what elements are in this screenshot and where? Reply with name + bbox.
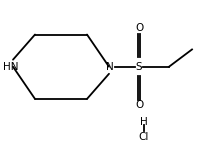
Text: H: H (140, 117, 148, 127)
Text: S: S (136, 62, 142, 72)
Text: N: N (106, 62, 113, 72)
Text: O: O (135, 23, 143, 33)
Text: HN: HN (3, 62, 19, 72)
Text: Cl: Cl (139, 132, 149, 142)
Text: O: O (135, 100, 143, 110)
